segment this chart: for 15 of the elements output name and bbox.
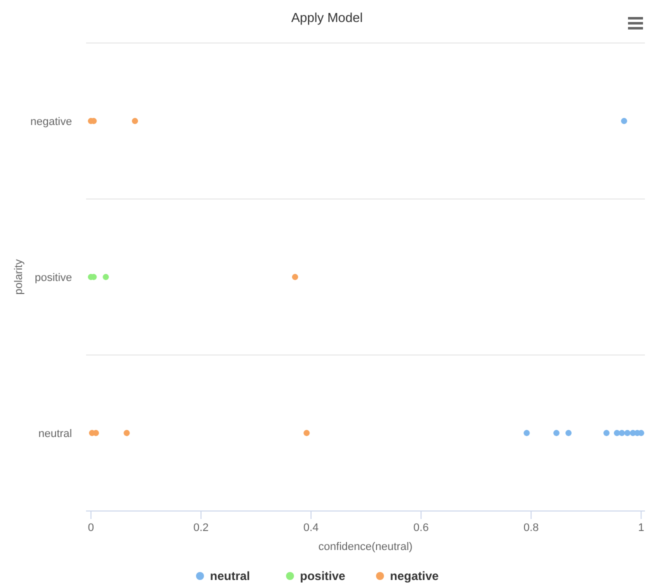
y-tick-label: positive <box>34 272 72 284</box>
x-tick-label: 0.4 <box>303 522 319 534</box>
x-tick-label: 1 <box>638 522 644 534</box>
x-tick-label: 0 <box>88 522 94 534</box>
legend-label: neutral <box>210 569 250 583</box>
x-tick-label: 0.2 <box>193 522 209 534</box>
y-axis-title: polarity <box>13 258 25 295</box>
legend-label: negative <box>390 569 440 583</box>
x-axis-title: confidence(neutral) <box>318 541 413 553</box>
chart-title: Apply Model <box>291 10 363 25</box>
x-tick-label: 0.6 <box>413 522 429 534</box>
y-tick-label: neutral <box>38 428 72 440</box>
y-tick-label: negative <box>30 116 72 128</box>
legend-label: positive <box>300 569 346 583</box>
x-tick-label: 0.8 <box>523 522 539 534</box>
